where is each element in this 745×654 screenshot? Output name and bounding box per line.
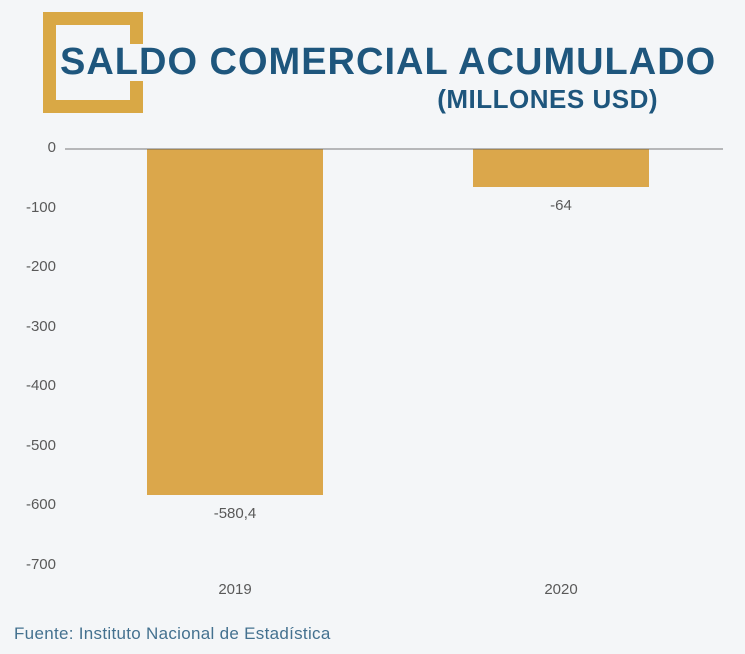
chart-title: SALDO COMERCIAL ACUMULADO <box>60 41 717 83</box>
bar-2020 <box>473 149 649 187</box>
bar-2019 <box>147 149 323 495</box>
logo-square-icon <box>43 12 143 113</box>
y-axis-tick-label: -700 <box>25 556 56 573</box>
value-label-2020: -64 <box>550 197 572 214</box>
zero-axis-line <box>65 148 723 150</box>
y-axis-tick-label: -600 <box>25 496 56 514</box>
y-axis-tick-label: -500 <box>25 436 56 454</box>
y-axis-tick-label: -200 <box>25 258 56 276</box>
y-axis-tick-label: -400 <box>25 377 56 395</box>
title-band: SALDO COMERCIAL ACUMULADO <box>57 41 715 83</box>
y-axis-tick-label: -100 <box>25 198 56 216</box>
x-axis-tick-label-2020: 2020 <box>544 581 578 598</box>
y-axis-tick-label: 0 <box>47 139 56 156</box>
y-axis-tick-label: -300 <box>25 317 56 335</box>
x-axis-tick-label-2019: 2019 <box>218 581 252 598</box>
chart-subtitle: (MILLONES USD) <box>437 84 658 114</box>
value-label-2019: -580,4 <box>213 505 257 522</box>
source-note: Fuente: Instituto Nacional de Estadístic… <box>14 624 331 643</box>
